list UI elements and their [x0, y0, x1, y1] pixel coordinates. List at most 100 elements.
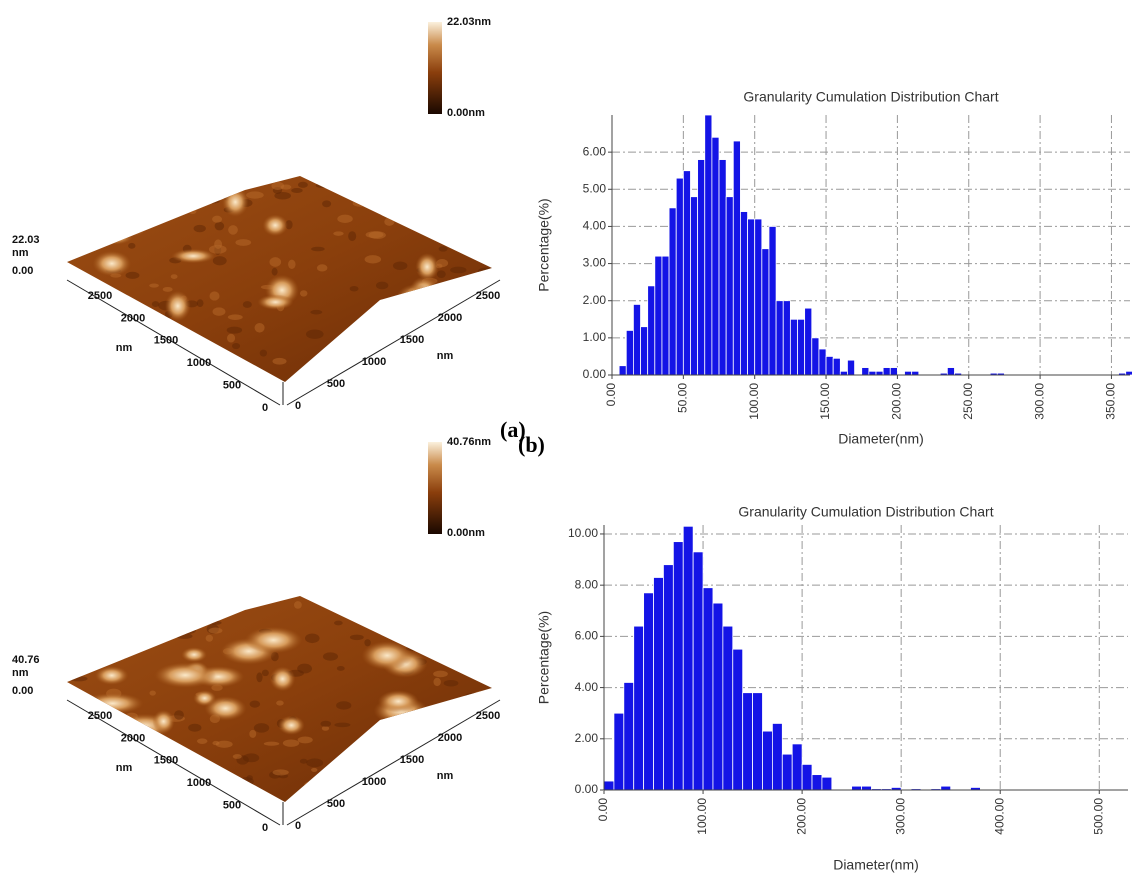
- left-tick-label: 1500: [154, 755, 178, 767]
- bar: [761, 248, 770, 376]
- grain: [188, 723, 202, 732]
- bar: [633, 304, 641, 376]
- grain: [336, 701, 352, 710]
- grain: [362, 180, 372, 186]
- grain: [311, 767, 318, 773]
- bar: [711, 136, 720, 376]
- right-tick-label: 2000: [438, 312, 462, 324]
- bar: [825, 356, 834, 376]
- y-tick-label: 5.00: [583, 181, 607, 195]
- grain: [96, 779, 114, 786]
- grain: [322, 200, 332, 208]
- grain: [320, 720, 332, 727]
- left-tick-label: 2000: [121, 312, 145, 324]
- grain: [193, 224, 206, 233]
- grain: [87, 227, 100, 235]
- colorbar: [428, 442, 442, 534]
- grain: [316, 264, 328, 272]
- grain: [183, 176, 195, 185]
- x-tick-label: 0.00: [604, 383, 618, 407]
- x-axis-label: Diameter(nm): [838, 431, 924, 447]
- y-axis-label: Percentage(%): [536, 198, 552, 291]
- grain: [479, 758, 490, 764]
- grain: [305, 633, 320, 644]
- bar: [675, 177, 684, 376]
- bar: [702, 587, 714, 791]
- grain: [445, 285, 464, 293]
- grain: [420, 597, 437, 603]
- grain: [179, 627, 196, 634]
- grain: [77, 664, 87, 672]
- z-min: 0.00: [12, 685, 33, 697]
- grain: [474, 690, 492, 697]
- grain: [433, 670, 448, 678]
- grain: [457, 616, 470, 626]
- grain: [274, 191, 291, 200]
- grain: [429, 706, 442, 714]
- bar: [839, 370, 848, 376]
- grain: [80, 657, 96, 664]
- left-tick-label: 2000: [121, 732, 145, 744]
- grain: [362, 599, 379, 608]
- grain: [67, 712, 75, 720]
- grain: [227, 333, 236, 343]
- peak: [396, 283, 436, 312]
- grain: [150, 627, 159, 633]
- bar: [625, 330, 634, 376]
- grain: [433, 677, 441, 687]
- grain: [242, 753, 260, 763]
- grain: [470, 628, 484, 634]
- grain: [141, 783, 157, 791]
- grain: [259, 349, 268, 357]
- grain: [439, 645, 452, 650]
- bar: [811, 774, 823, 791]
- grain: [311, 246, 325, 252]
- grain: [127, 370, 135, 379]
- x-tick-label: 150.00: [818, 383, 832, 420]
- grain: [386, 747, 401, 755]
- bar: [781, 753, 793, 791]
- grain: [210, 620, 222, 625]
- grain: [349, 285, 359, 292]
- grain: [322, 652, 339, 661]
- grain: [453, 181, 470, 192]
- grain: [468, 361, 485, 370]
- grain: [228, 225, 238, 235]
- grain: [189, 202, 197, 208]
- grain: [82, 662, 94, 668]
- grain: [97, 619, 107, 625]
- grain: [417, 714, 430, 724]
- grain: [129, 202, 146, 211]
- grain: [340, 755, 357, 761]
- grain: [227, 314, 243, 320]
- bar: [768, 226, 777, 376]
- grain: [413, 789, 423, 798]
- grain: [479, 228, 487, 238]
- bar: [811, 337, 820, 376]
- grain: [209, 291, 220, 301]
- grain: [120, 617, 129, 627]
- grain: [384, 307, 393, 314]
- grain: [438, 246, 448, 252]
- bar: [797, 318, 806, 376]
- grain: [297, 736, 313, 744]
- grain: [212, 256, 227, 266]
- grain: [111, 629, 119, 635]
- grain: [100, 612, 117, 618]
- right-tick-label: 1500: [400, 334, 424, 346]
- grain: [246, 775, 253, 781]
- right-tick-label: 1000: [362, 776, 386, 788]
- y-axis-label: Percentage(%): [536, 611, 552, 704]
- grain: [364, 639, 371, 647]
- grain: [334, 620, 343, 626]
- grain: [454, 787, 472, 796]
- left-tick-label: 2500: [88, 290, 112, 302]
- grain: [299, 290, 308, 297]
- grain: [387, 729, 403, 735]
- grain: [135, 206, 144, 213]
- grain: [306, 787, 319, 797]
- grain: [334, 722, 351, 728]
- bar: [742, 692, 753, 791]
- bar: [752, 692, 763, 791]
- bar: [775, 300, 784, 376]
